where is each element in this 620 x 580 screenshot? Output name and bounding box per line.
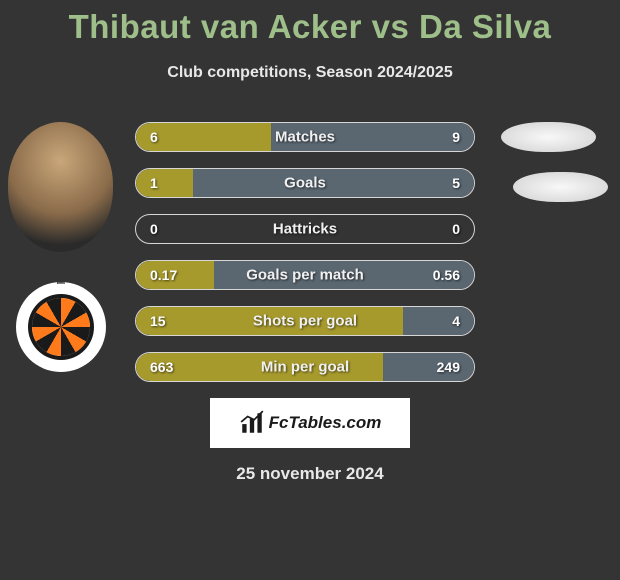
stat-row: 6 Matches 9 [135,122,475,152]
stat-value-player2: 9 [452,129,460,145]
stat-value-player2: 0 [452,221,460,237]
stat-label: Hattricks [273,221,337,238]
stat-label: Matches [275,129,335,146]
stat-bars: 6 Matches 9 1 Goals 5 0 Hattricks 0 0.17 Goals per… [135,122,475,382]
crown-icon: ♛ [53,282,69,289]
stat-value-player2: 4 [452,313,460,329]
stat-value-player1: 663 [150,359,173,375]
stat-row: 0 Hattricks 0 [135,214,475,244]
stat-row: 0.17 Goals per match 0.56 [135,260,475,290]
subtitle: Club competitions, Season 2024/2025 [0,64,620,82]
chart-icon [239,410,265,436]
stat-value-player1: 1 [150,175,158,191]
player2-avatar [501,122,596,152]
stat-value-player2: 5 [452,175,460,191]
bar-fill-player1 [136,169,193,197]
bar-fill-player2 [383,353,474,381]
stat-value-player1: 0 [150,221,158,237]
comparison-panel: ♛ 6 Matches 9 1 Goals 5 0 Hattricks 0 0.17 Goals p… [0,122,620,382]
stat-label: Min per goal [261,359,349,376]
page-title: Thibaut van Acker vs Da Silva [0,0,620,46]
date-line: 25 november 2024 [0,464,620,484]
stat-value-player1: 15 [150,313,166,329]
site-badge[interactable]: FcTables.com [210,398,410,448]
stat-value-player2: 249 [437,359,460,375]
player1-avatar [8,122,113,252]
player2-club-badge [513,172,608,202]
player1-club-badge: ♛ [16,282,106,372]
stat-label: Goals per match [246,267,364,284]
stat-value-player2: 0.56 [433,267,460,283]
stat-value-player1: 0.17 [150,267,177,283]
site-badge-text: FcTables.com [269,413,382,433]
stat-row: 663 Min per goal 249 [135,352,475,382]
stat-row: 1 Goals 5 [135,168,475,198]
bar-fill-player2 [403,307,474,335]
stat-row: 15 Shots per goal 4 [135,306,475,336]
bar-fill-player2 [193,169,474,197]
stat-label: Shots per goal [253,313,357,330]
stat-label: Goals [284,175,326,192]
stat-value-player1: 6 [150,129,158,145]
